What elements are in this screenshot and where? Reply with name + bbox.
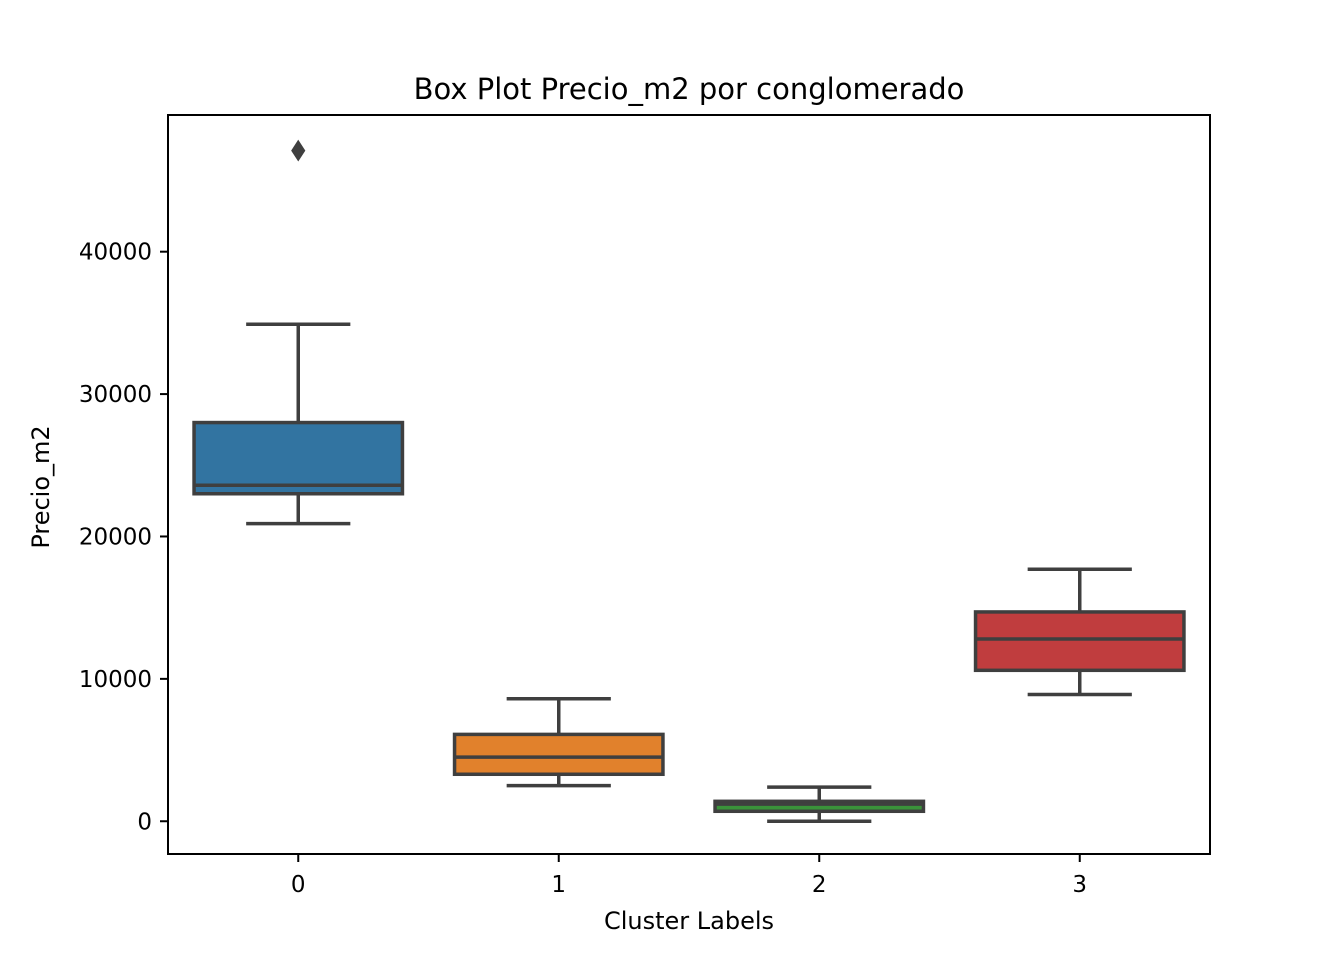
box-group-cluster-0 — [192, 139, 405, 526]
box-group-cluster-2 — [713, 785, 926, 824]
y-axis: 0 10000 20000 30000 40000 — [79, 240, 168, 835]
box-iqr — [713, 799, 926, 814]
x-tick-label: 1 — [551, 872, 566, 898]
box-iqr — [192, 420, 405, 496]
x-tick-label: 0 — [291, 872, 306, 898]
box-group-cluster-1 — [452, 697, 665, 788]
box-iqr — [973, 610, 1186, 673]
y-axis-label: Precio_m2 — [27, 425, 55, 548]
x-tick-label: 2 — [812, 872, 827, 898]
y-tick-label: 10000 — [79, 667, 152, 693]
plot-frame — [167, 114, 1211, 855]
box-group-cluster-3 — [973, 567, 1186, 697]
y-tick-label: 30000 — [79, 382, 152, 408]
chart-title: Box Plot Precio_m2 por conglomerado — [414, 72, 965, 106]
plot-area — [192, 139, 1186, 824]
x-axis: 0 1 2 3 — [291, 854, 1087, 898]
y-tick-label: 20000 — [79, 524, 152, 550]
y-tick-label: 40000 — [79, 240, 152, 266]
y-tick-label: 0 — [137, 809, 152, 835]
box-iqr — [452, 732, 665, 777]
outlier-marker — [291, 139, 306, 162]
x-tick-label: 3 — [1072, 872, 1087, 898]
x-axis-label: Cluster Labels — [604, 907, 774, 935]
